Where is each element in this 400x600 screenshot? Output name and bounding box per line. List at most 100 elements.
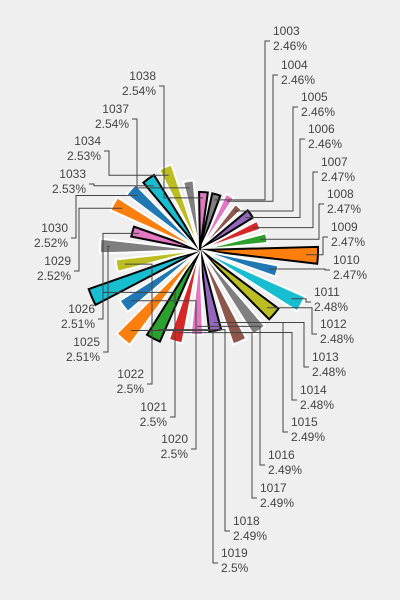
pie-slice-1026 — [130, 225, 201, 251]
slice-label-1004: 1004 — [281, 58, 308, 72]
pie-slice-1038 — [198, 190, 209, 251]
slice-label-1009: 1009 — [331, 220, 358, 234]
leader-line-1012 — [266, 307, 317, 335]
pie-slice-1029 — [109, 196, 201, 251]
slice-percent-1037: 2.54% — [95, 117, 129, 131]
slice-percent-1009: 2.47% — [331, 235, 365, 249]
slice-label-1037: 1037 — [102, 102, 129, 116]
slice-percent-1006: 2.46% — [308, 137, 342, 151]
slice-label-1017: 1017 — [260, 481, 287, 495]
slice-label-1005: 1005 — [301, 90, 328, 104]
leader-line-1017 — [177, 332, 257, 499]
slice-percent-1011: 2.48% — [314, 300, 348, 314]
slice-percent-1029: 2.52% — [37, 269, 71, 283]
slice-percent-1021: 2.5% — [140, 415, 168, 429]
slice-label-1018: 1018 — [233, 514, 260, 528]
slice-percent-1013: 2.48% — [312, 365, 346, 379]
slice-label-1034: 1034 — [74, 134, 101, 148]
leader-line-1010 — [269, 268, 330, 271]
pie-slice-1005 — [199, 202, 244, 251]
pie-slice-1014 — [199, 249, 248, 346]
pie-slice-1019 — [115, 249, 201, 347]
leader-line-1007 — [253, 171, 318, 229]
slice-label-1015: 1015 — [291, 415, 318, 429]
leader-line-1030 — [71, 195, 138, 239]
leader-line-1004 — [227, 74, 278, 202]
slice-percent-1010: 2.47% — [333, 268, 367, 282]
leader-line-1011 — [291, 298, 311, 303]
slice-label-1014: 1014 — [300, 383, 327, 397]
slice-label-1010: 1010 — [333, 253, 360, 267]
pie-slice-1022 — [114, 249, 201, 274]
leader-line-1019 — [130, 330, 218, 564]
pie-slice-1016 — [189, 249, 205, 336]
slice-percent-1005: 2.46% — [301, 105, 335, 119]
pie-slice-1003 — [199, 192, 222, 251]
slice-percent-1014: 2.48% — [300, 398, 334, 412]
slice-percent-1004: 2.46% — [281, 73, 315, 87]
leader-line-1009 — [306, 236, 328, 256]
leader-line-1025 — [103, 245, 111, 353]
slice-labels: 10032.46%10042.46%10052.46%10062.46%1007… — [34, 24, 367, 575]
label-leader-lines — [71, 40, 330, 564]
leader-line-1021 — [102, 291, 176, 418]
pie-slice-1030 — [125, 182, 201, 251]
pie-slice-1018 — [145, 249, 201, 343]
pie-slice-1012 — [199, 249, 280, 321]
pie-slice-1009 — [199, 245, 320, 265]
pie-slice-1010 — [199, 249, 280, 278]
slice-label-1025: 1025 — [73, 335, 100, 349]
slice-label-1038: 1038 — [129, 69, 156, 83]
slice-label-1008: 1008 — [327, 187, 354, 201]
slice-label-1021: 1021 — [140, 400, 167, 414]
slice-percent-1025: 2.51% — [66, 350, 100, 364]
pie-slice-1004 — [199, 192, 236, 251]
leader-line-1037 — [132, 118, 190, 189]
slice-label-1029: 1029 — [44, 254, 71, 268]
leader-line-1034 — [104, 150, 169, 176]
slice-label-1022: 1022 — [117, 367, 144, 381]
pie-slice-1013 — [199, 249, 267, 336]
pie-slice-1007 — [199, 219, 262, 251]
slice-label-1007: 1007 — [321, 155, 348, 169]
pie-slice-1025 — [99, 237, 201, 255]
slice-label-1006: 1006 — [308, 122, 335, 136]
slice-label-1016: 1016 — [268, 448, 295, 462]
slice-label-1003: 1003 — [273, 24, 300, 38]
slice-label-1019: 1019 — [221, 546, 248, 560]
pie-slices — [87, 163, 320, 347]
slice-percent-1018: 2.49% — [233, 529, 267, 543]
slice-percent-1020: 2.5% — [161, 447, 189, 461]
leader-line-1008 — [260, 203, 324, 240]
slice-percent-1038: 2.54% — [122, 84, 156, 98]
slice-label-1030: 1030 — [41, 221, 68, 235]
slice-label-1013: 1013 — [312, 350, 339, 364]
leader-line-1029 — [74, 207, 123, 272]
leader-line-1026 — [98, 232, 140, 320]
slice-label-1011: 1011 — [314, 285, 340, 299]
pie-slice-1020 — [118, 249, 201, 314]
slice-percent-1034: 2.53% — [67, 149, 101, 163]
slice-percent-1015: 2.49% — [291, 430, 325, 444]
slice-percent-1003: 2.46% — [273, 39, 307, 53]
leader-line-1022 — [124, 263, 153, 385]
slice-percent-1019: 2.5% — [221, 561, 249, 575]
slice-percent-1033: 2.53% — [52, 182, 86, 196]
slice-percent-1017: 2.49% — [260, 496, 294, 510]
leader-line-1015 — [213, 322, 288, 433]
leader-line-1020 — [131, 300, 197, 450]
leader-line-1005 — [234, 106, 298, 212]
pie-slice-1034 — [157, 163, 201, 251]
slice-label-1026: 1026 — [68, 302, 95, 316]
leader-line-1006 — [245, 138, 305, 218]
slice-percent-1012: 2.48% — [320, 332, 354, 346]
leader-line-1014 — [235, 332, 297, 401]
slice-percent-1008: 2.47% — [327, 202, 361, 216]
slice-percent-1026: 2.51% — [61, 317, 95, 331]
pie-slice-1011 — [199, 249, 307, 313]
pie-slice-1021 — [87, 249, 201, 307]
leader-line-1003 — [214, 40, 270, 201]
slice-percent-1016: 2.49% — [268, 463, 302, 477]
slice-percent-1022: 2.5% — [117, 382, 145, 396]
